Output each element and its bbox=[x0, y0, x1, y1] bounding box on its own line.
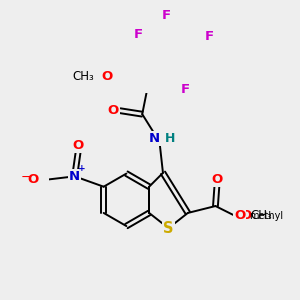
Text: O: O bbox=[28, 173, 39, 186]
Text: −: − bbox=[21, 171, 32, 184]
Text: O: O bbox=[73, 139, 84, 152]
Text: O: O bbox=[240, 209, 252, 222]
Text: N: N bbox=[69, 170, 80, 183]
Text: F: F bbox=[134, 28, 143, 41]
Text: F: F bbox=[181, 83, 190, 97]
Text: H: H bbox=[165, 132, 175, 145]
Text: F: F bbox=[162, 9, 171, 22]
Text: O: O bbox=[101, 70, 112, 83]
Text: O: O bbox=[108, 104, 119, 117]
Text: CH₃: CH₃ bbox=[72, 70, 94, 83]
Text: methyl: methyl bbox=[249, 211, 283, 221]
Text: +: + bbox=[78, 164, 86, 172]
Text: N: N bbox=[148, 132, 160, 145]
Text: S: S bbox=[163, 220, 174, 236]
Text: CH₃: CH₃ bbox=[250, 209, 272, 222]
Text: O: O bbox=[234, 209, 245, 222]
Text: O: O bbox=[211, 173, 223, 186]
Text: F: F bbox=[205, 30, 214, 43]
